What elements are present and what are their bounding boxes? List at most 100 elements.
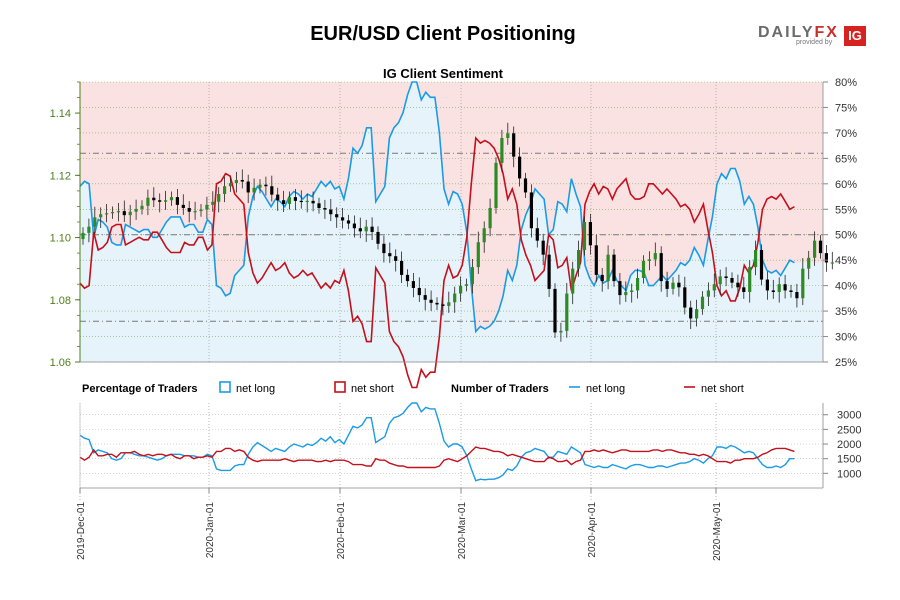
candle-body — [187, 208, 191, 212]
candle — [683, 276, 687, 315]
candle — [500, 129, 504, 173]
candle-body — [93, 217, 97, 227]
candle — [653, 242, 657, 267]
candle — [411, 273, 415, 298]
candle-body — [730, 278, 734, 283]
candle — [246, 174, 250, 204]
candle — [818, 235, 823, 259]
candle-body — [636, 278, 640, 291]
candle — [252, 178, 256, 201]
count-tick-label: 2000 — [837, 439, 861, 451]
sentiment-tick-label: 35% — [835, 306, 857, 318]
candle — [187, 201, 191, 223]
candle — [181, 194, 185, 215]
candle-body — [706, 290, 710, 297]
candle — [612, 249, 616, 287]
candle-body — [665, 281, 669, 289]
main-axes: 1.06 1.08 1.10 1.12 1.14 25% 30% 35% 40% 45% 50% 55… — [50, 77, 858, 369]
candle-body — [577, 250, 581, 269]
candle-body — [411, 281, 415, 288]
legend-pct-title: Percentage of Traders — [82, 383, 198, 395]
candle-body — [641, 260, 646, 278]
candle — [464, 278, 469, 292]
candle — [158, 193, 162, 213]
candle — [641, 255, 646, 284]
candle-body — [228, 183, 233, 187]
candle — [388, 242, 392, 264]
candle-body — [771, 290, 775, 292]
candle — [765, 271, 769, 300]
candle — [287, 191, 292, 210]
candle-body — [400, 260, 404, 275]
sentiment-tick-label: 50% — [835, 230, 857, 242]
candle-body — [441, 304, 445, 306]
candle-body — [270, 186, 274, 195]
candle-body — [494, 162, 498, 208]
sentiment-tick-label: 55% — [835, 204, 857, 216]
date-tick-label: 2020-Jan-01 — [205, 502, 216, 559]
legend-count-short-label: net short — [701, 383, 744, 395]
candle-body — [606, 254, 610, 282]
candle — [223, 176, 227, 203]
candle — [736, 274, 740, 297]
ig-badge: IG — [844, 26, 866, 46]
candle — [730, 272, 734, 289]
candle — [122, 200, 126, 222]
candle-body — [435, 302, 439, 305]
candle-body — [240, 180, 244, 182]
candle — [759, 244, 764, 286]
date-axis: 2019-Dec-01 2020-Jan-01 2020-Feb-01 2020-Ma… — [76, 488, 723, 561]
candle-body — [482, 228, 486, 243]
net-short-pct-line — [79, 136, 795, 389]
candle-body — [152, 197, 156, 201]
candle — [394, 249, 398, 272]
candle — [175, 189, 179, 215]
candle — [205, 196, 209, 219]
candle-body — [476, 242, 480, 268]
candle-body — [777, 284, 781, 292]
candle-body — [783, 284, 787, 291]
candle — [606, 245, 610, 290]
candle-body — [128, 211, 132, 216]
legend-pct-short-swatch — [334, 381, 346, 393]
page-title: EUR/USD Client Positioning — [310, 23, 576, 45]
candle — [346, 214, 351, 230]
candle — [293, 189, 297, 211]
candle — [193, 201, 197, 220]
candle-body — [246, 181, 250, 193]
candle — [553, 283, 557, 339]
net-long-count-line — [79, 402, 795, 482]
candle — [636, 268, 640, 299]
candle-body — [830, 262, 834, 264]
net-short-count-line — [79, 446, 795, 469]
candle — [647, 251, 651, 271]
candle-body — [447, 302, 451, 306]
candle — [565, 282, 569, 338]
candle — [376, 226, 380, 250]
candle — [459, 276, 463, 302]
candle — [110, 206, 115, 219]
candle-body — [594, 245, 598, 275]
candle — [323, 199, 327, 219]
candle — [523, 172, 528, 199]
candle-body — [116, 211, 120, 213]
candle — [571, 261, 575, 305]
candle-body — [99, 214, 103, 218]
candle-body — [535, 228, 539, 241]
candle — [689, 300, 693, 330]
candle — [813, 231, 817, 266]
candle — [577, 240, 581, 277]
candle — [494, 157, 498, 214]
candle-body — [582, 222, 587, 250]
candle-body — [122, 211, 126, 216]
candle-body — [335, 214, 339, 218]
candle-body — [110, 212, 115, 214]
candle — [441, 296, 445, 316]
candle-body — [287, 197, 292, 204]
candle — [547, 245, 551, 297]
candle-body — [718, 276, 722, 285]
candle — [518, 147, 522, 187]
candle-body — [223, 186, 227, 194]
candle-body — [264, 184, 268, 187]
